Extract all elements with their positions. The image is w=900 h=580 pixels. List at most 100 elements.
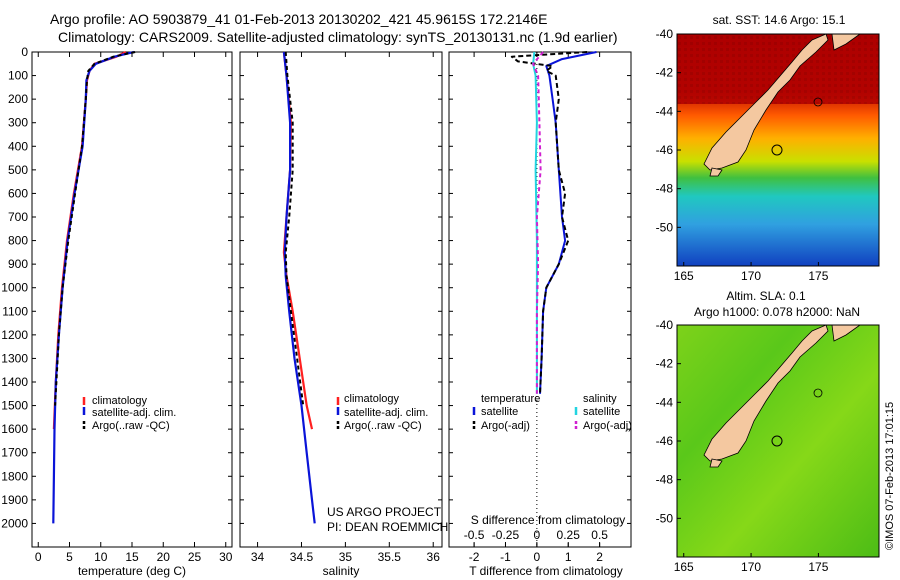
- map-y-tick-label: -42: [656, 357, 674, 371]
- x-tick-label: 2: [596, 550, 603, 564]
- pi-label: PI: DEAN ROEMMICH: [327, 520, 448, 534]
- series-argo-raw-qc-: [54, 51, 136, 406]
- series-climatology: [52, 51, 127, 430]
- sla-map-axes: 165 170 175 -40 -42 -44 -46 -48 -50: [656, 318, 829, 574]
- stewart-island: [709, 167, 723, 177]
- y-tick-label: 1300: [1, 351, 28, 365]
- map-y-tick-label: -40: [656, 318, 674, 332]
- y-tick-label: 300: [8, 116, 28, 130]
- sst-map: [677, 33, 879, 266]
- legend-label-s-satellite: satellite: [583, 406, 620, 418]
- map-x-tick-label: 175: [808, 269, 828, 283]
- map-x-tick-label: 170: [741, 560, 761, 574]
- temperature-xlabel: temperature (deg C): [78, 564, 186, 578]
- contour: [813, 388, 823, 398]
- y-tick-label: 400: [8, 139, 28, 153]
- legend-header-salinity: salinity: [583, 393, 617, 405]
- map-x-tick-label: 165: [674, 269, 694, 283]
- temperature-legend: climatology satellite-adj. clim. Argo(..…: [82, 395, 176, 432]
- y-tick-label: 1400: [1, 375, 28, 389]
- x-tick-label: 34: [251, 550, 265, 564]
- legend-label-t-satellite: satellite: [481, 406, 518, 418]
- map-y-tick-label: -48: [656, 182, 674, 196]
- x-tick-label: 0: [35, 550, 42, 564]
- x-tick-label: 36: [427, 550, 441, 564]
- x-tick-label: 15: [125, 550, 139, 564]
- argo-position-marker: [771, 144, 783, 156]
- x2-tick-label: 0.25: [557, 528, 581, 542]
- x2-tick-label: -0.25: [492, 528, 520, 542]
- plot-title-line1: Argo profile: AO 5903879_41 01-Feb-2013 …: [50, 11, 547, 27]
- y-tick-label: 2000: [1, 516, 28, 530]
- x-tick-label: 35: [339, 550, 353, 564]
- x-tick-label: 30: [219, 550, 233, 564]
- y-tick-label: 1800: [1, 469, 28, 483]
- map-y-tick-label: -46: [656, 434, 674, 448]
- contour: [813, 97, 823, 107]
- map-x-tick-label: 175: [808, 560, 828, 574]
- legend-label-climatology: climatology: [344, 393, 400, 405]
- salinity-legend: climatology satellite-adj. clim. Argo(..…: [336, 393, 428, 432]
- map-x-tick-label: 165: [674, 560, 694, 574]
- difference-xlabel: T difference from climatology: [469, 564, 623, 578]
- map-y-tick-label: -50: [656, 220, 674, 234]
- argo-position-marker: [771, 435, 783, 447]
- legend-label-t-argo: Argo(-adj): [481, 420, 530, 432]
- series-t-argo-adj-: [510, 51, 588, 394]
- sla-map: [677, 324, 879, 557]
- series-argo-raw-qc-: [284, 51, 305, 406]
- legend-label-argo: Argo(..raw -QC): [92, 420, 170, 432]
- map-y-tick-label: -48: [656, 473, 674, 487]
- sst-map-title: sat. SST: 14.6 Argo: 15.1: [713, 13, 846, 27]
- y-tick-label: 100: [8, 69, 28, 83]
- plot-title-line2: Climatology: CARS2009. Satellite-adjuste…: [58, 29, 618, 45]
- y-tick-label: 1700: [1, 446, 28, 460]
- x2-tick-label: 0: [534, 528, 541, 542]
- y-tick-label: 600: [8, 186, 28, 200]
- difference-xlabel-salinity: S difference from climatology: [471, 513, 626, 527]
- x-tick-label: 0: [534, 550, 541, 564]
- map-x-tick-label: 170: [741, 269, 761, 283]
- x-tick-label: 35.5: [378, 550, 402, 564]
- x-tick-label: 5: [66, 550, 73, 564]
- difference-legend: temperature salinity satellite Argo(-adj…: [472, 393, 632, 432]
- difference-panel: [448, 51, 632, 548]
- legend-header-temperature: temperature: [481, 393, 540, 405]
- y-tick-label: 700: [8, 210, 28, 224]
- legend-label-satellite: satellite-adj. clim.: [92, 407, 176, 419]
- sla-field: [677, 325, 879, 557]
- difference-plot: -2 -1 0 1 2 -0.5 -0.25 0 0.25 0.5: [449, 51, 631, 564]
- x2-tick-label: 0.5: [591, 528, 608, 542]
- x2-tick-label: -0.5: [464, 528, 485, 542]
- x-tick-label: -1: [500, 550, 511, 564]
- x-tick-label: 34.5: [290, 550, 314, 564]
- y-tick-label: 800: [8, 234, 28, 248]
- x-tick-label: -2: [469, 550, 480, 564]
- legend-label-climatology: climatology: [92, 395, 148, 407]
- series-t-satellite: [539, 51, 597, 394]
- sst-map-axes: 165 170 175 -40 -42 -44 -46 -48 -50: [656, 27, 829, 283]
- x-tick-label: 10: [94, 550, 108, 564]
- y-tick-label: 500: [8, 163, 28, 177]
- map-y-tick-label: -40: [656, 27, 674, 41]
- y-tick-label: 200: [8, 92, 28, 106]
- x-tick-label: 25: [188, 550, 202, 564]
- salinity-plot: 34 34.5 35 35.5 36: [240, 51, 442, 564]
- series-s-satellite: [532, 51, 538, 394]
- y-tick-label: 1600: [1, 422, 28, 436]
- map-y-tick-label: -42: [656, 66, 674, 80]
- south-island: [703, 33, 829, 171]
- y-tick-label: 1200: [1, 328, 28, 342]
- y-tick-label: 900: [8, 257, 28, 271]
- sla-map-title: Altim. SLA: 0.1: [726, 289, 806, 303]
- series-satellite-adj-clim-: [52, 50, 135, 524]
- stewart-island: [709, 458, 723, 468]
- temperature-plot: 0 5 10 15 20 25 300100200300400500600700800900…: [1, 45, 232, 564]
- y-tick-label: 1900: [1, 493, 28, 507]
- map-y-tick-label: -44: [656, 395, 674, 409]
- y-tick-label: 0: [21, 45, 28, 59]
- y-tick-label: 1500: [1, 399, 28, 413]
- legend-label-argo: Argo(..raw -QC): [344, 420, 422, 432]
- project-label: US ARGO PROJECT: [327, 505, 442, 519]
